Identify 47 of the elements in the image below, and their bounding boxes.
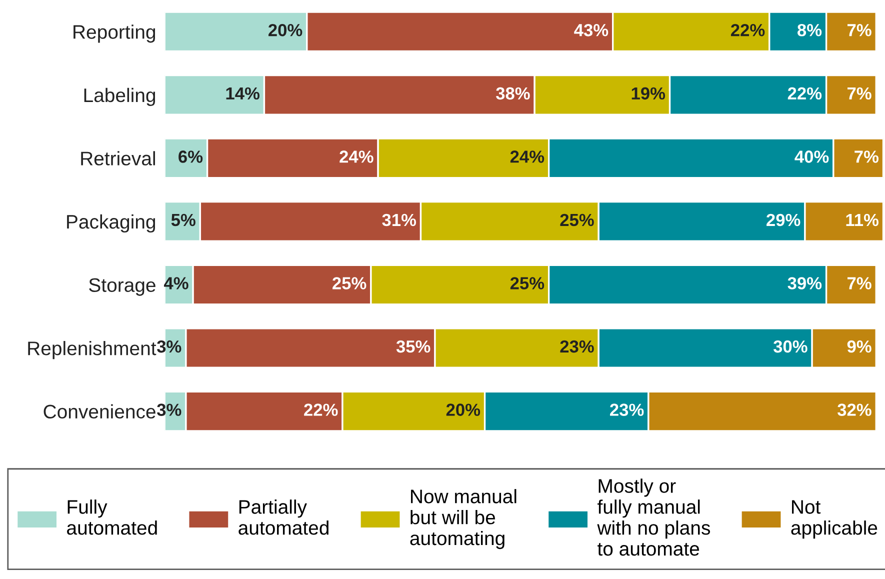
data-label: 29% — [766, 214, 800, 226]
data-label: 20% — [446, 404, 480, 416]
data-label: 24% — [510, 150, 544, 163]
data-label: 35% — [396, 340, 430, 353]
data-label: 39% — [788, 277, 822, 290]
data-label: 25% — [510, 277, 544, 290]
legend-label: Fully automated — [67, 500, 157, 535]
data-label: 40% — [794, 150, 829, 163]
data-label: 3% — [156, 404, 182, 416]
y-tick-label: Retrieval — [81, 151, 155, 166]
data-label: 5% — [171, 214, 196, 226]
data-label: 19% — [632, 87, 666, 100]
data-label: 14% — [226, 87, 260, 100]
data-label: 7% — [848, 277, 872, 290]
data-label: 22% — [304, 404, 338, 416]
data-label: 43% — [574, 24, 608, 36]
data-label: 25% — [332, 277, 366, 290]
data-label: 23% — [610, 404, 644, 416]
data-label: 9% — [847, 340, 872, 353]
y-tick-label: Reporting — [74, 24, 156, 43]
legend-label: Not applicable — [791, 500, 878, 539]
data-label: 8% — [798, 24, 822, 36]
data-label: 7% — [854, 150, 879, 163]
data-label: 38% — [496, 87, 530, 100]
data-label: 7% — [848, 87, 872, 100]
y-tick-label: Packaging — [67, 214, 156, 233]
legend-label: Now manual but will be automating — [410, 489, 516, 550]
data-label: 22% — [788, 87, 822, 100]
legend-label: Partially automated — [238, 500, 328, 535]
data-label: 11% — [846, 214, 879, 226]
y-tick-label: Replenishment — [28, 340, 156, 360]
data-label: 24% — [340, 150, 374, 163]
legend-label: Mostly or fully manual with no plans to automate — [597, 478, 710, 556]
y-tick-label: Storage — [89, 278, 156, 296]
data-label: 4% — [164, 277, 188, 290]
y-tick-label: Convenience — [44, 404, 156, 419]
data-label: 30% — [773, 340, 808, 353]
data-label: 7% — [848, 24, 872, 36]
data-label: 20% — [268, 24, 302, 36]
data-label: 31% — [382, 214, 416, 226]
data-label: 25% — [560, 214, 594, 226]
data-label: 22% — [730, 24, 765, 36]
data-label: 32% — [838, 404, 872, 416]
data-label: 6% — [178, 150, 203, 163]
data-label: 3% — [156, 340, 182, 353]
y-tick-label: Labeling — [84, 88, 156, 106]
data-label: 23% — [560, 340, 594, 353]
